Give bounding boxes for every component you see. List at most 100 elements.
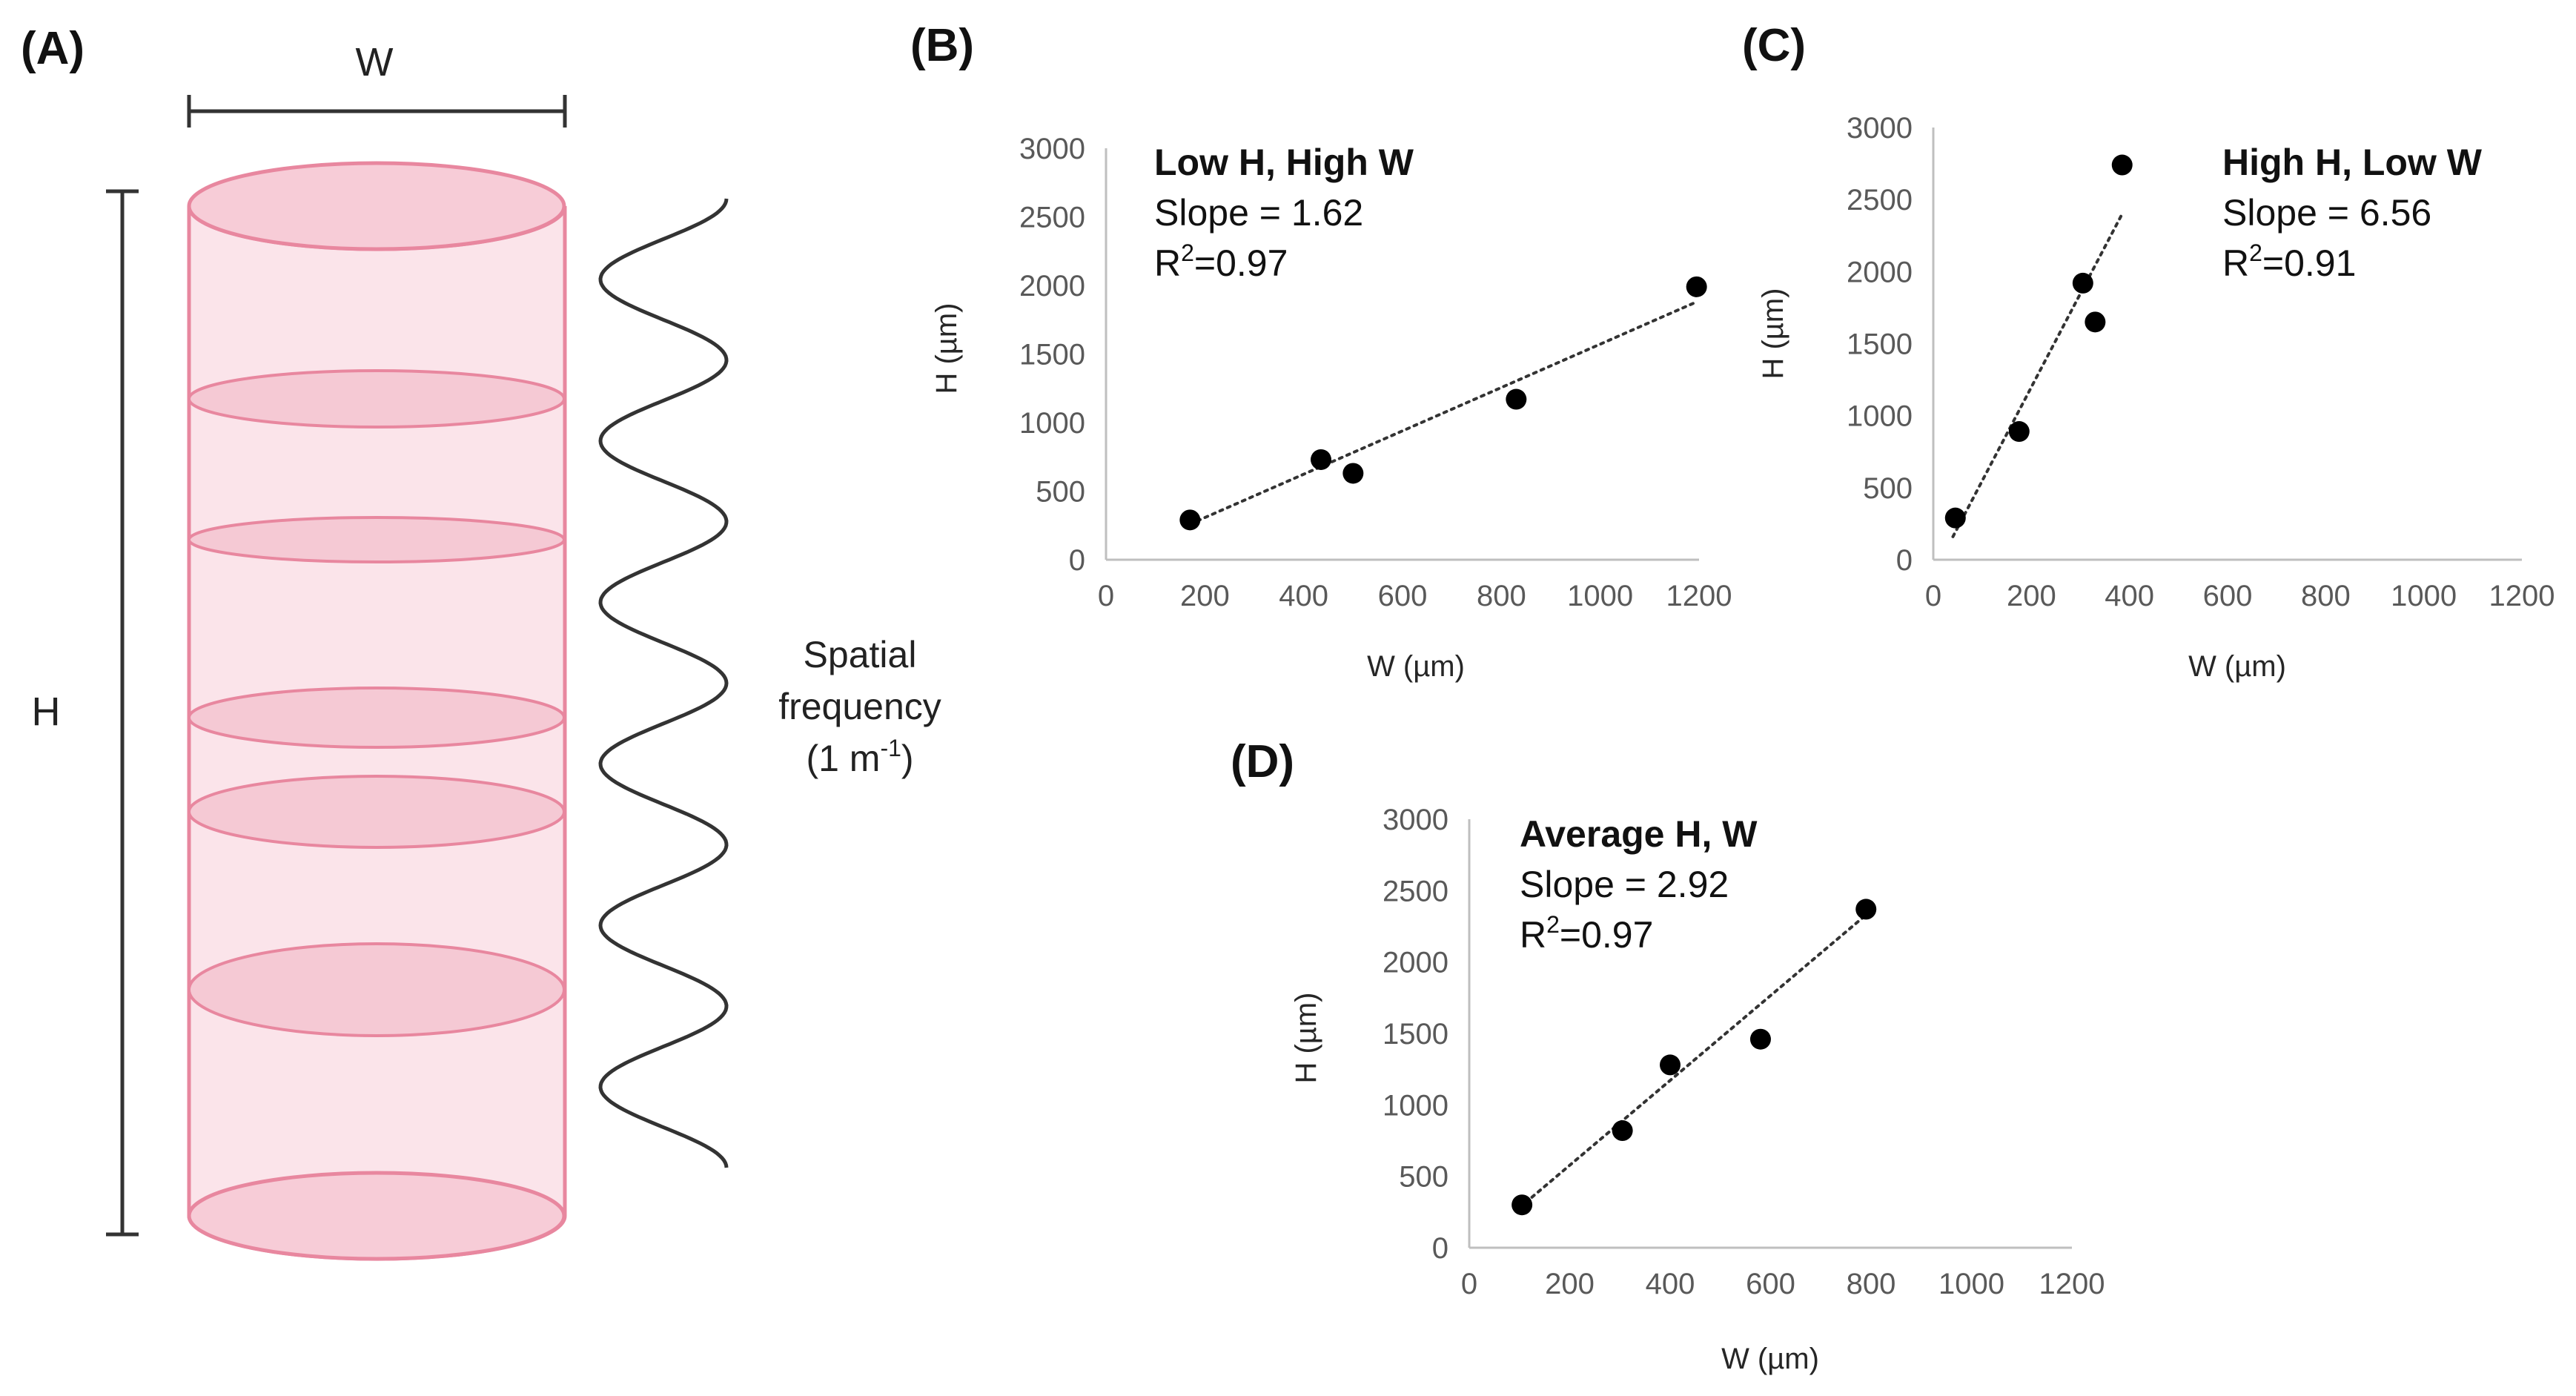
panel-d-data-point <box>1855 899 1877 920</box>
panel-b-data-point <box>1179 509 1201 531</box>
panel-c-y-tick-label: 2500 <box>1847 184 1913 216</box>
panel-b-r2-label: R2=0.97 <box>1154 239 1288 284</box>
panel-b-x-tick-label: 400 <box>1279 580 1328 612</box>
panel-d-slope-label: Slope = 2.92 <box>1520 864 1729 905</box>
spatial-frequency-line-2: frequency <box>778 686 941 727</box>
panel-b-x-tick-label: 1000 <box>1567 580 1633 612</box>
panel-c-data-point <box>2008 421 2030 443</box>
panel-d-y-tick-label: 1500 <box>1383 1018 1448 1051</box>
spatial-frequency-wave <box>598 198 729 1168</box>
panel-c-x-tick-label: 400 <box>2105 580 2154 612</box>
panel-d-y-tick-label: 0 <box>1432 1232 1448 1265</box>
panel-b-x-tick-label: 600 <box>1378 580 1428 612</box>
cylinder-slice-5 <box>188 942 566 1037</box>
panel-b-x-tick-label: 800 <box>1477 580 1526 612</box>
panel-c-y-tick-label: 500 <box>1863 472 1913 505</box>
panel-d-data-point <box>1660 1054 1681 1076</box>
panel-c-data-point <box>2111 154 2133 176</box>
panel-c-x-tick-label: 0 <box>1925 580 1941 612</box>
panel-b-data-point <box>1686 276 1707 297</box>
panel-d-data-point <box>1512 1194 1533 1216</box>
panel-d-x-tick-label: 200 <box>1545 1268 1595 1300</box>
panel-c-scatter-chart: (C) 0 200 400 600 800 1000 1200 0 500 1000 1500 2000… <box>1742 20 2555 683</box>
panel-d-x-tick-label: 800 <box>1847 1268 1896 1300</box>
panel-d-x-tick-label: 400 <box>1646 1268 1695 1300</box>
panel-d-scatter-chart: (D) 0 200 400 600 800 1000 1200 0 500 1000 1500 2000… <box>1231 736 2105 1375</box>
panel-a-letter: (A) <box>21 23 85 74</box>
panel-c-slope-label: Slope = 6.56 <box>2222 192 2431 234</box>
panel-b-slope-label: Slope = 1.62 <box>1154 192 1363 234</box>
panel-c-trendline <box>1951 212 2124 538</box>
panel-d-r2-label: R2=0.97 <box>1520 911 1653 956</box>
panel-d-data-point <box>1749 1028 1771 1050</box>
cylinder-slice-3 <box>188 687 566 749</box>
panel-d-letter: (D) <box>1231 736 1294 787</box>
width-dimension-bar <box>187 95 567 128</box>
panel-c-data-point <box>2085 311 2106 333</box>
panel-b-y-tick-label: 1000 <box>1019 407 1085 440</box>
panel-c-data-point <box>2072 272 2093 294</box>
panel-c-y-tick-label: 1000 <box>1847 400 1913 433</box>
width-label: W <box>356 40 394 85</box>
panel-b-y-tick-label: 2000 <box>1019 270 1085 302</box>
panel-d-trendline <box>1517 913 1868 1210</box>
panel-b-x-tick-label: 200 <box>1180 580 1230 612</box>
panel-b-letter: (B) <box>910 20 974 71</box>
panel-c-y-tick-label: 1500 <box>1847 328 1913 361</box>
panel-b-y-tick-label: 2500 <box>1019 202 1085 234</box>
panel-b-data-point <box>1342 463 1364 484</box>
panel-d-y-axis-title: H (µm) <box>1290 992 1322 1083</box>
panel-c-x-tick-label: 1000 <box>2391 580 2457 612</box>
panel-c-letter: (C) <box>1742 20 1806 71</box>
panel-c-x-tick-label: 800 <box>2301 580 2351 612</box>
panel-b-annotation-title: Low H, High W <box>1154 142 1414 183</box>
panel-b-x-axis-title: W (µm) <box>1367 650 1465 683</box>
panel-d-x-tick-label: 1000 <box>1938 1268 2004 1300</box>
cylinder-slice-2 <box>188 516 566 563</box>
panel-d-x-axis-title: W (µm) <box>1721 1343 1819 1375</box>
panel-d-y-tick-label: 2500 <box>1383 875 1448 907</box>
cylinder-slice-4 <box>188 775 566 849</box>
panel-c-y-axis-title: H (µm) <box>1757 288 1789 379</box>
panel-c-x-tick-label: 600 <box>2203 580 2253 612</box>
panel-d-y-tick-label: 500 <box>1399 1161 1448 1194</box>
panel-c-y-tick-label: 0 <box>1896 544 1913 577</box>
panel-b-x-tick-label: 0 <box>1098 580 1114 612</box>
panel-c-data-point <box>1944 507 1966 529</box>
panel-d-x-tick-label: 600 <box>1746 1268 1795 1300</box>
panel-c-r2-label: R2=0.91 <box>2222 239 2356 284</box>
panel-b-data-point <box>1506 388 1527 410</box>
panel-b-trendline <box>1188 300 1698 526</box>
spatial-frequency-line-1: Spatial <box>804 634 917 675</box>
cylinder <box>187 161 567 1261</box>
panel-d-y-tick-label: 3000 <box>1383 804 1448 836</box>
panel-b-y-axis-title: H (µm) <box>930 302 963 394</box>
panel-a-cylinder-diagram: (A) W H Spatial frequ <box>21 23 941 1261</box>
panel-b-data-point <box>1311 449 1331 470</box>
panel-c-y-tick-label: 3000 <box>1847 112 1913 145</box>
panel-d-y-tick-label: 2000 <box>1383 947 1448 979</box>
panel-c-annotation-title: High H, Low W <box>2222 142 2483 183</box>
panel-b-y-tick-label: 500 <box>1036 476 1085 509</box>
panel-d-y-tick-label: 1000 <box>1383 1089 1448 1122</box>
cylinder-bottom-face <box>187 1171 566 1261</box>
panel-b-x-tick-label: 1200 <box>1666 580 1732 612</box>
cylinder-slice-1 <box>188 369 566 429</box>
panel-b-y-tick-label: 3000 <box>1019 133 1085 165</box>
height-label: H <box>32 689 61 734</box>
spatial-frequency-unit: (1 m-1) <box>806 735 913 779</box>
panel-d-annotation-title: Average H, W <box>1520 813 1758 855</box>
panel-b-y-tick-label: 0 <box>1069 544 1085 577</box>
panel-d-x-tick-label: 1200 <box>2039 1268 2105 1300</box>
panel-c-y-tick-label: 2000 <box>1847 256 1913 288</box>
panel-b-y-tick-label: 1500 <box>1019 339 1085 371</box>
panel-b-scatter-chart: (B) 0 200 400 600 800 1000 1200 0 500 1000 1500 2000… <box>910 20 1732 683</box>
cylinder-top-face <box>187 161 566 251</box>
panel-c-x-tick-label: 1200 <box>2489 580 2555 612</box>
height-dimension-bar <box>106 189 139 1237</box>
panel-c-x-axis-title: W (µm) <box>2188 650 2286 683</box>
panel-d-x-tick-label: 0 <box>1461 1268 1477 1300</box>
panel-c-x-tick-label: 200 <box>2007 580 2056 612</box>
panel-d-data-point <box>1612 1120 1633 1142</box>
